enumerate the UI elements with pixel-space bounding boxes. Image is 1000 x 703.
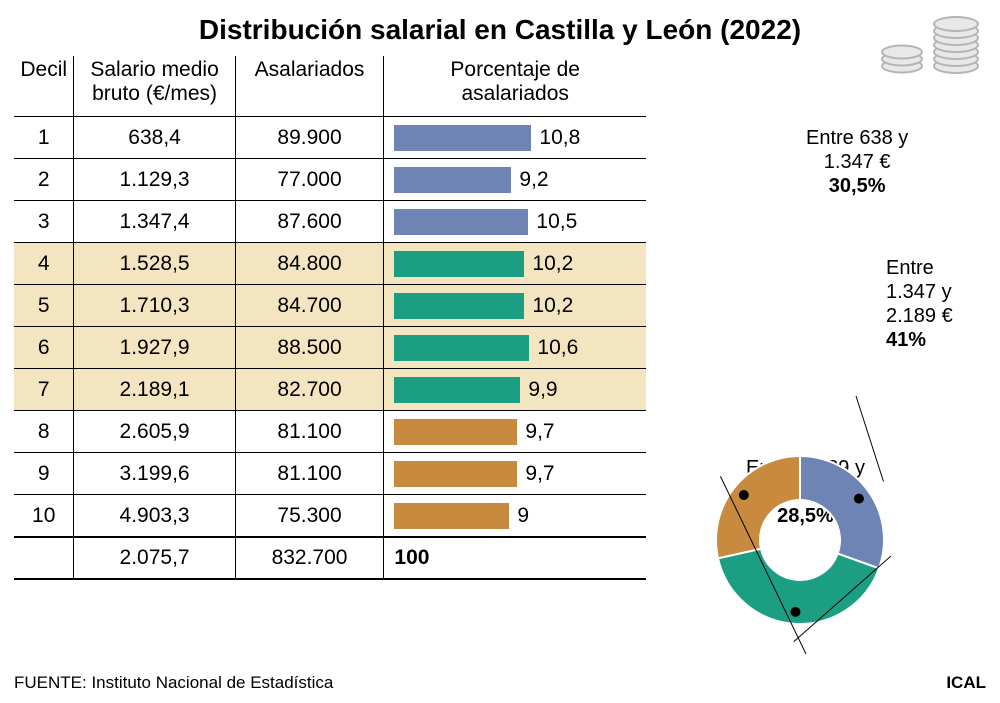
cell-decil: 2 <box>14 159 74 201</box>
cell-bar: 10,2 <box>384 285 646 327</box>
table-header-row: Decil Salario medio bruto (€/mes) Asalar… <box>14 56 646 117</box>
cell-bar: 9,9 <box>384 369 646 411</box>
donut-slice <box>716 456 800 558</box>
bar-label: 9,2 <box>519 168 548 192</box>
leader-line <box>856 396 883 481</box>
cell-asalariados: 81.100 <box>235 411 384 453</box>
bar <box>394 209 528 235</box>
col-header-decil: Decil <box>14 56 74 117</box>
table-row: 82.605,981.100 9,7 <box>14 411 646 453</box>
bar-label: 9 <box>517 504 529 528</box>
table-row: 41.528,584.800 10,2 <box>14 243 646 285</box>
cell-bar: 9,2 <box>384 159 646 201</box>
bar-label: 10,5 <box>536 210 577 234</box>
donut-slice <box>800 456 884 568</box>
col-header-salario: Salario medio bruto (€/mes) <box>74 56 235 117</box>
bar-label: 9,7 <box>525 462 554 486</box>
cell-decil: 6 <box>14 327 74 369</box>
cell-salario: 2.605,9 <box>74 411 235 453</box>
total-salario: 2.075,7 <box>74 537 235 579</box>
data-table-wrap: Decil Salario medio bruto (€/mes) Asalar… <box>14 56 646 616</box>
bar-label: 9,9 <box>528 378 557 402</box>
table-row: 72.189,182.700 9,9 <box>14 369 646 411</box>
page-title: Distribución salarial en Castilla y León… <box>14 8 986 56</box>
cell-salario: 1.129,3 <box>74 159 235 201</box>
bar <box>394 503 509 529</box>
table-row: 21.129,377.000 9,2 <box>14 159 646 201</box>
cell-asalariados: 89.900 <box>235 117 384 159</box>
cell-asalariados: 84.800 <box>235 243 384 285</box>
bar <box>394 377 520 403</box>
cell-salario: 4.903,3 <box>74 495 235 537</box>
bar <box>394 461 517 487</box>
annotation-group1: Entre 638 y 1.347 € 30,5% <box>806 126 908 198</box>
total-asalariados: 832.700 <box>235 537 384 579</box>
cell-salario: 638,4 <box>74 117 235 159</box>
cell-bar: 10,6 <box>384 327 646 369</box>
cell-asalariados: 82.700 <box>235 369 384 411</box>
cell-decil: 10 <box>14 495 74 537</box>
cell-bar: 10,8 <box>384 117 646 159</box>
cell-decil: 4 <box>14 243 74 285</box>
cell-salario: 3.199,6 <box>74 453 235 495</box>
cell-decil: 7 <box>14 369 74 411</box>
table-row: 1638,489.900 10,8 <box>14 117 646 159</box>
col-header-asalariados: Asalariados <box>235 56 384 117</box>
cell-asalariados: 75.300 <box>235 495 384 537</box>
cell-salario: 1.927,9 <box>74 327 235 369</box>
cell-decil: 8 <box>14 411 74 453</box>
cell-salario: 1.528,5 <box>74 243 235 285</box>
leader-dot <box>854 494 864 504</box>
bar <box>394 335 529 361</box>
infographic-container: Distribución salarial en Castilla y León… <box>0 0 1000 703</box>
total-pct: 100 <box>384 537 646 579</box>
leader-dot <box>790 607 800 617</box>
cell-salario: 2.189,1 <box>74 369 235 411</box>
footer-brand: ICAL <box>946 673 986 693</box>
table-row: 93.199,681.100 9,7 <box>14 453 646 495</box>
cell-asalariados: 81.100 <box>235 453 384 495</box>
table-row: 31.347,487.600 10,5 <box>14 201 646 243</box>
bar <box>394 419 517 445</box>
bar <box>394 167 511 193</box>
table-row: 104.903,375.300 9 <box>14 495 646 537</box>
cell-asalariados: 77.000 <box>235 159 384 201</box>
donut-area: Entre 638 y 1.347 € 30,5% Entre 1.347 y … <box>656 56 986 616</box>
bar <box>394 125 531 151</box>
cell-asalariados: 84.700 <box>235 285 384 327</box>
footer: FUENTE: Instituto Nacional de Estadístic… <box>14 673 986 693</box>
cell-decil: 9 <box>14 453 74 495</box>
donut-chart <box>686 256 916 656</box>
col-header-porcentaje: Porcentaje de asalariados <box>384 56 646 117</box>
bar-label: 10,8 <box>539 126 580 150</box>
bar <box>394 293 524 319</box>
table-row: 61.927,988.500 10,6 <box>14 327 646 369</box>
cell-decil: 3 <box>14 201 74 243</box>
main-layout: Decil Salario medio bruto (€/mes) Asalar… <box>14 56 986 616</box>
bar-label: 10,6 <box>537 336 578 360</box>
bar-label: 10,2 <box>532 294 573 318</box>
cell-asalariados: 88.500 <box>235 327 384 369</box>
data-table: Decil Salario medio bruto (€/mes) Asalar… <box>14 56 646 580</box>
cell-salario: 1.347,4 <box>74 201 235 243</box>
leader-dot <box>739 490 749 500</box>
cell-decil: 1 <box>14 117 74 159</box>
bar-label: 10,2 <box>532 252 573 276</box>
cell-salario: 1.710,3 <box>74 285 235 327</box>
right-panel: Entre 638 y 1.347 € 30,5% Entre 1.347 y … <box>646 56 986 616</box>
table-total-row: 2.075,7832.700100 <box>14 537 646 579</box>
cell-decil: 5 <box>14 285 74 327</box>
cell-asalariados: 87.600 <box>235 201 384 243</box>
cell-bar: 10,5 <box>384 201 646 243</box>
table-row: 51.710,384.700 10,2 <box>14 285 646 327</box>
bar <box>394 251 524 277</box>
bar-label: 9,7 <box>525 420 554 444</box>
cell-bar: 9,7 <box>384 411 646 453</box>
footer-source: FUENTE: Instituto Nacional de Estadístic… <box>14 673 333 693</box>
cell-bar: 10,2 <box>384 243 646 285</box>
cell-bar: 9 <box>384 495 646 537</box>
cell-bar: 9,7 <box>384 453 646 495</box>
